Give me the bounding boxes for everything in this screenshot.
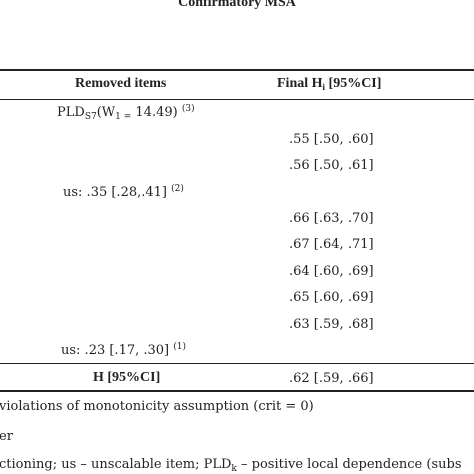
note-line-3-b: – positive local dependence (subs <box>236 457 462 472</box>
note-line-2: er <box>0 429 13 444</box>
header-removed-items: Removed items <box>75 76 167 91</box>
note-line-3: ctioning; us – unscalable item; PLDk – p… <box>0 457 462 474</box>
header-final-hi: Final Hi [95%CI] <box>277 76 381 92</box>
removed-text: us: .35 [.28,.41] <box>63 185 172 200</box>
table-row-final: .65 [.60, .69] <box>289 290 374 305</box>
table-row-final: .66 [.63, .70] <box>289 211 374 226</box>
removed-sub2: 1 = <box>115 112 132 122</box>
table-row-final: .67 [.64, .71] <box>289 237 374 252</box>
table-row-removed: PLDS7(W1 = 14.49) (3) <box>57 104 195 122</box>
header-rule <box>0 99 474 100</box>
table-row-final: .64 [.60, .69] <box>289 264 374 279</box>
header-final-hi-prefix: Final H <box>277 76 323 91</box>
table-row-final: .56 [.50, .61] <box>289 158 374 173</box>
total-value: .62 [.59, .66] <box>289 371 374 386</box>
table-row-removed: us: .23 [.17, .30] (1) <box>61 342 186 358</box>
removed-text: us: .23 [.17, .30] <box>61 343 174 358</box>
note-line-1: violations of monotonicity assumption (c… <box>0 399 314 414</box>
total-rule <box>0 363 474 364</box>
note-line-3-sub: k <box>231 464 237 474</box>
note-line-3-a: ctioning; us – unscalable item; PLD <box>0 457 232 472</box>
top-rule <box>0 69 474 71</box>
removed-tail: 14.49) <box>131 105 182 120</box>
total-label: H [95%CI] <box>93 370 161 385</box>
removed-sup: (2) <box>171 184 184 194</box>
bottom-rule <box>0 390 474 392</box>
removed-main: PLD <box>57 105 85 120</box>
table-row-final: .55 [.50, .60] <box>289 132 374 147</box>
table-title: Confirmatory MSA <box>178 0 296 10</box>
header-final-hi-suffix: [95%CI] <box>325 76 382 91</box>
removed-mid: (W <box>96 105 116 120</box>
header-final-hi-sub: i <box>322 82 326 92</box>
removed-sup: (1) <box>173 342 187 352</box>
table-row-removed: us: .35 [.28,.41] (2) <box>63 184 184 200</box>
removed-sup: (3) <box>181 104 195 114</box>
removed-sub: S7 <box>84 112 97 122</box>
table-row-final: .63 [.59, .68] <box>289 317 374 332</box>
